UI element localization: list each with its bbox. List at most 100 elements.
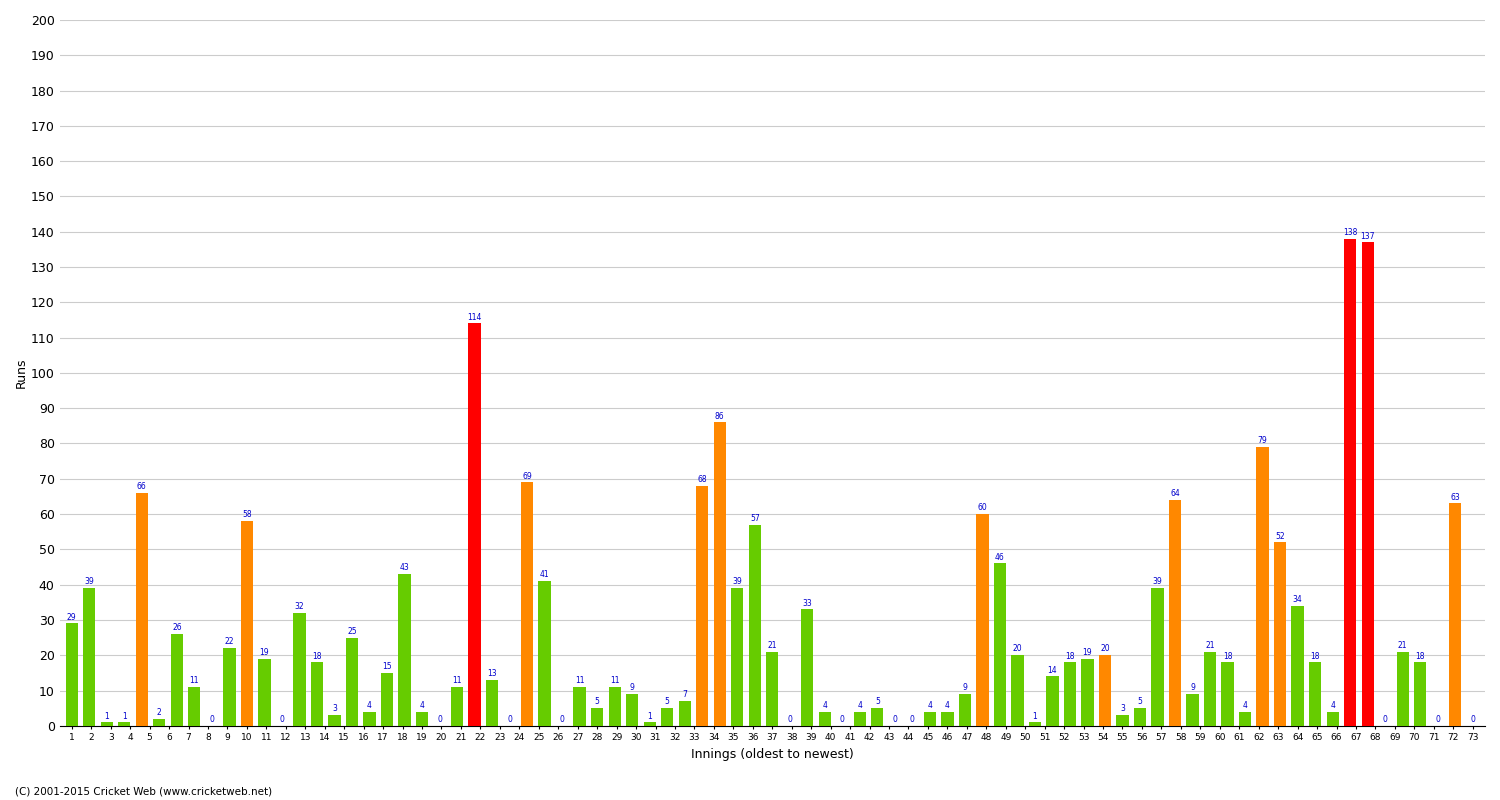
- Text: 5: 5: [594, 698, 600, 706]
- Text: 39: 39: [1152, 578, 1162, 586]
- Text: 46: 46: [994, 553, 1005, 562]
- Text: 15: 15: [382, 662, 392, 671]
- Text: 0: 0: [788, 715, 792, 724]
- Text: 18: 18: [1065, 651, 1074, 661]
- Text: 4: 4: [858, 701, 862, 710]
- Text: 4: 4: [420, 701, 424, 710]
- Text: 9: 9: [963, 683, 968, 692]
- Text: 33: 33: [802, 598, 812, 607]
- Text: 66: 66: [136, 482, 147, 491]
- Bar: [1310, 662, 1322, 726]
- Bar: [924, 712, 936, 726]
- Y-axis label: Runs: Runs: [15, 358, 28, 388]
- Bar: [1292, 606, 1304, 726]
- Bar: [871, 708, 883, 726]
- Bar: [82, 588, 96, 726]
- Bar: [363, 712, 375, 726]
- Bar: [328, 715, 340, 726]
- Bar: [1326, 712, 1340, 726]
- Text: 39: 39: [84, 578, 94, 586]
- Text: 34: 34: [1293, 595, 1302, 604]
- Bar: [118, 722, 130, 726]
- Text: 9: 9: [630, 683, 634, 692]
- Text: 21: 21: [1206, 641, 1215, 650]
- Bar: [609, 687, 621, 726]
- Text: 86: 86: [716, 411, 724, 421]
- Bar: [399, 574, 411, 726]
- Text: 9: 9: [1190, 683, 1196, 692]
- Text: 3: 3: [1120, 705, 1125, 714]
- Text: 18: 18: [1222, 651, 1233, 661]
- Text: 57: 57: [750, 514, 759, 523]
- Bar: [452, 687, 464, 726]
- Text: 0: 0: [560, 715, 564, 724]
- Bar: [958, 694, 970, 726]
- Text: 4: 4: [945, 701, 950, 710]
- Text: 2: 2: [158, 708, 162, 717]
- Bar: [1186, 694, 1198, 726]
- Bar: [258, 658, 270, 726]
- Bar: [626, 694, 639, 726]
- Text: 79: 79: [1257, 436, 1268, 446]
- Bar: [135, 493, 148, 726]
- Bar: [1100, 655, 1112, 726]
- Bar: [538, 581, 550, 726]
- Bar: [801, 610, 813, 726]
- Text: 7: 7: [682, 690, 687, 699]
- Bar: [520, 482, 532, 726]
- Text: 0: 0: [1470, 715, 1474, 724]
- Text: 20: 20: [1100, 645, 1110, 654]
- Text: 64: 64: [1170, 489, 1180, 498]
- Text: 18: 18: [1416, 651, 1425, 661]
- Bar: [1011, 655, 1023, 726]
- Bar: [1116, 715, 1128, 726]
- Bar: [853, 712, 865, 726]
- Bar: [416, 712, 428, 726]
- Text: 4: 4: [1330, 701, 1335, 710]
- Text: 5: 5: [1137, 698, 1143, 706]
- Text: 5: 5: [664, 698, 669, 706]
- Text: 13: 13: [488, 669, 496, 678]
- Text: 138: 138: [1342, 228, 1358, 237]
- Text: 19: 19: [260, 648, 268, 657]
- Bar: [381, 673, 393, 726]
- Bar: [678, 701, 692, 726]
- Text: 41: 41: [540, 570, 549, 579]
- Text: 1: 1: [105, 711, 110, 721]
- Text: 43: 43: [399, 563, 410, 572]
- Bar: [153, 718, 165, 726]
- Bar: [748, 525, 760, 726]
- Bar: [486, 680, 498, 726]
- Text: 32: 32: [294, 602, 304, 611]
- Text: 11: 11: [574, 676, 585, 686]
- Bar: [1168, 500, 1180, 726]
- Text: 1: 1: [122, 711, 126, 721]
- Text: 69: 69: [522, 471, 532, 481]
- Text: 68: 68: [698, 475, 706, 484]
- Text: 21: 21: [1398, 641, 1407, 650]
- Bar: [310, 662, 322, 726]
- Bar: [662, 708, 674, 726]
- Text: 114: 114: [468, 313, 482, 322]
- Bar: [766, 652, 778, 726]
- Text: 29: 29: [68, 613, 76, 622]
- Bar: [66, 623, 78, 726]
- Bar: [294, 613, 306, 726]
- Bar: [1449, 503, 1461, 726]
- Text: 20: 20: [1013, 645, 1022, 654]
- Text: 0: 0: [1436, 715, 1440, 724]
- Text: 4: 4: [927, 701, 933, 710]
- Bar: [468, 323, 480, 726]
- Bar: [994, 563, 1006, 726]
- Bar: [730, 588, 744, 726]
- Text: 0: 0: [892, 715, 897, 724]
- X-axis label: Innings (oldest to newest): Innings (oldest to newest): [692, 748, 853, 761]
- Text: 63: 63: [1450, 493, 1460, 502]
- Text: 18: 18: [312, 651, 321, 661]
- Text: 137: 137: [1360, 231, 1376, 241]
- Bar: [644, 722, 656, 726]
- Bar: [100, 722, 112, 726]
- Bar: [1134, 708, 1146, 726]
- Bar: [1362, 242, 1374, 726]
- Text: 58: 58: [242, 510, 252, 519]
